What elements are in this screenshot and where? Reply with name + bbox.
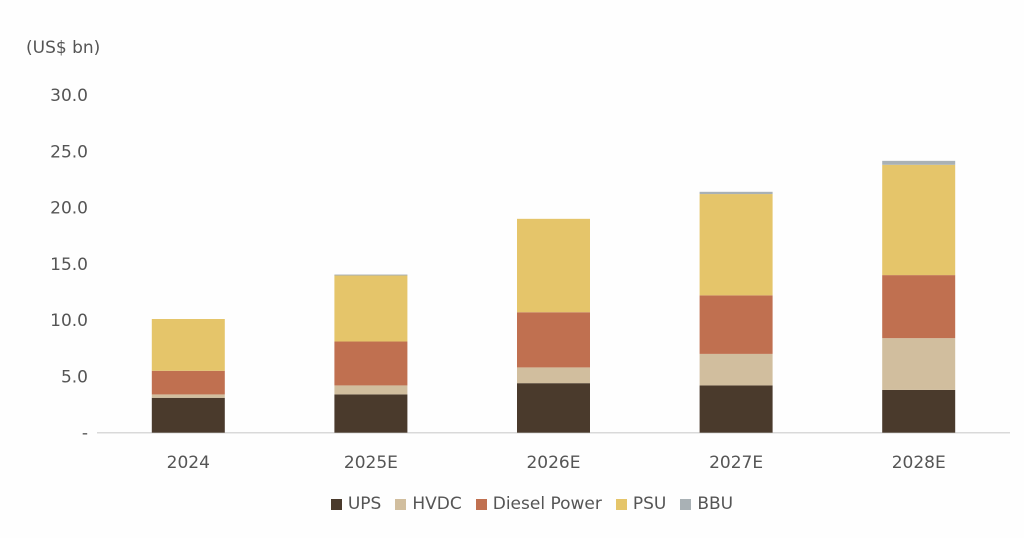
bar-segment-psu xyxy=(699,194,773,296)
legend-item: PSU xyxy=(615,494,667,514)
bar-segment-bbu xyxy=(699,191,773,195)
bar-segment-hvdc xyxy=(151,394,225,398)
bar-segment-ups xyxy=(699,385,773,433)
legend: UPS HVDC Diesel Power PSU BBU xyxy=(0,494,1024,514)
bar-segment-ups xyxy=(882,389,956,433)
bar-segment-ups xyxy=(151,397,225,433)
bar-segment-diesel-power xyxy=(334,341,408,386)
legend-label: UPS xyxy=(347,494,382,514)
bar-segment-hvdc xyxy=(334,385,408,395)
bar-segment-ups xyxy=(334,394,408,433)
x-tick-label: 2026E xyxy=(526,453,580,473)
y-tick-label: 20.0 xyxy=(50,199,88,219)
legend-label: PSU xyxy=(632,494,667,514)
legend-label: BBU xyxy=(697,494,734,514)
y-tick-label: 25.0 xyxy=(50,142,88,162)
x-tick-label: 2027E xyxy=(709,453,763,473)
legend-label: HVDC xyxy=(412,494,462,514)
bar-segment-psu xyxy=(334,275,408,342)
y-tick-label: - xyxy=(82,424,88,444)
bar-segment-hvdc xyxy=(699,353,773,386)
legend-item: UPS xyxy=(330,494,382,514)
bar-segment-hvdc xyxy=(882,338,956,390)
bar-segment-psu xyxy=(151,319,225,371)
legend-swatch xyxy=(395,498,407,510)
bar-segment-diesel-power xyxy=(151,370,225,395)
legend-swatch xyxy=(615,498,627,510)
legend-item: BBU xyxy=(680,494,733,514)
y-tick-label: 30.0 xyxy=(50,86,88,106)
legend-item: HVDC xyxy=(395,494,462,514)
legend-swatch xyxy=(475,498,487,510)
bar-segment-psu xyxy=(882,164,956,276)
bar-segment-diesel-power xyxy=(699,295,773,354)
x-tick-label: 2028E xyxy=(892,453,946,473)
bar-segment-diesel-power xyxy=(882,275,956,339)
legend-item: Diesel Power xyxy=(475,494,602,514)
y-tick-label: 10.0 xyxy=(50,311,88,331)
x-tick-label: 2024 xyxy=(167,453,210,473)
bar-segment-diesel-power xyxy=(517,312,590,368)
bar-segment-bbu xyxy=(882,160,956,165)
legend-label: Diesel Power xyxy=(492,494,602,514)
x-tick-label: 2025E xyxy=(344,453,398,473)
y-tick-label: 5.0 xyxy=(61,367,88,387)
bar-segment-bbu xyxy=(334,274,408,276)
unit-label: (US$ bn) xyxy=(26,38,101,58)
bar-segment-psu xyxy=(517,218,590,313)
legend-swatch xyxy=(680,498,692,510)
bar-segment-hvdc xyxy=(517,367,590,384)
legend-swatch xyxy=(330,498,342,510)
y-tick-label: 15.0 xyxy=(50,255,88,275)
bar-segment-ups xyxy=(517,383,590,433)
